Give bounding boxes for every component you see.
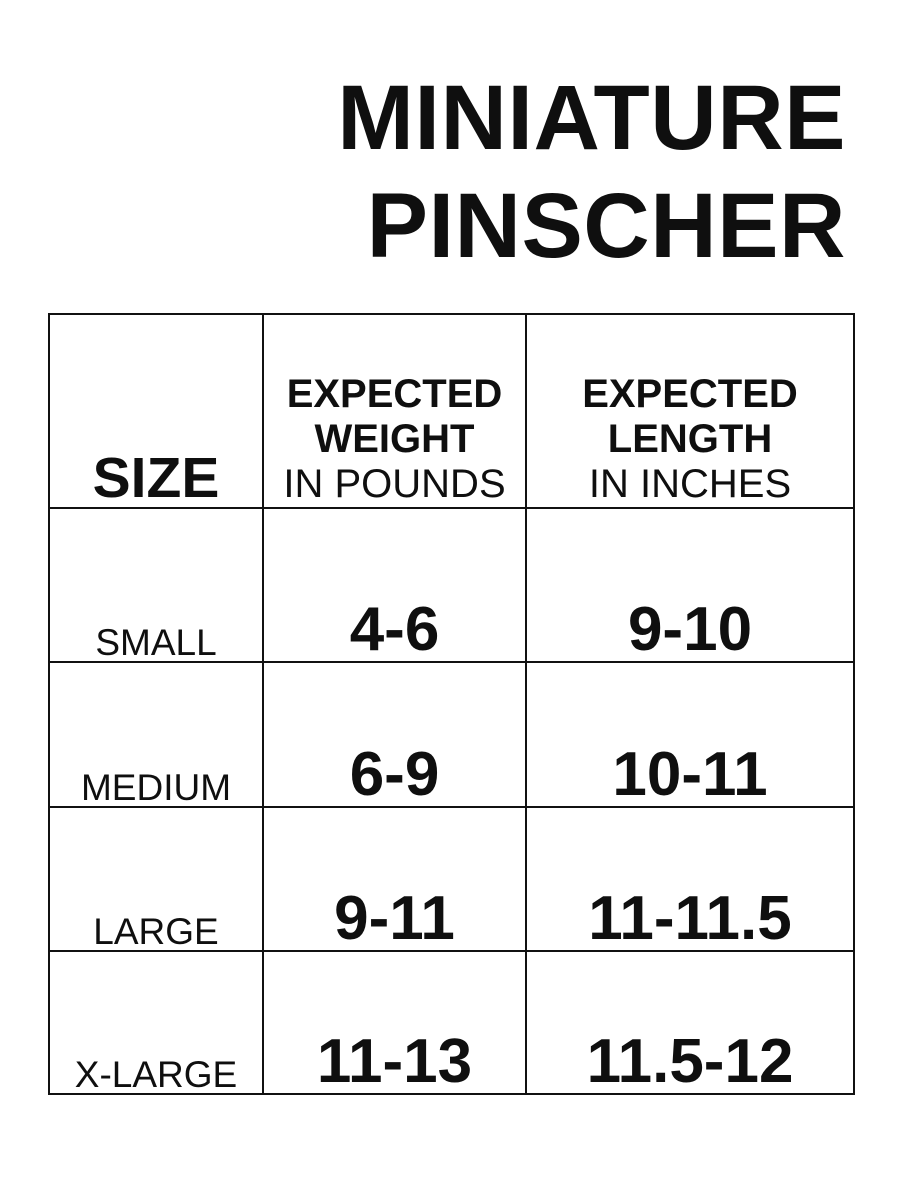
weight-header-line2: WEIGHT xyxy=(314,417,475,461)
size-label: LARGE xyxy=(48,806,264,952)
weight-value: 9-11 xyxy=(262,806,527,952)
weight-header-unit: IN POUNDS xyxy=(283,462,506,506)
weight-value: 11-13 xyxy=(262,950,527,1095)
table-row-small: SMALL 4-6 9-10 xyxy=(48,507,855,663)
header-cell-weight: EXPECTED WEIGHT IN POUNDS xyxy=(262,313,527,509)
table-row-large: LARGE 9-11 11-11.5 xyxy=(48,806,855,952)
length-value: 11.5-12 xyxy=(525,950,855,1095)
page-title: MINIATURE PINSCHER xyxy=(337,64,846,280)
size-label: SMALL xyxy=(48,507,264,663)
table-header-row: SIZE EXPECTED WEIGHT IN POUNDS EXPECTED … xyxy=(48,313,855,509)
weight-value: 6-9 xyxy=(262,661,527,808)
length-header-unit: IN INCHES xyxy=(588,462,792,506)
size-label: MEDIUM xyxy=(48,661,264,808)
size-table: SIZE EXPECTED WEIGHT IN POUNDS EXPECTED … xyxy=(48,313,855,1095)
weight-value: 4-6 xyxy=(262,507,527,663)
length-header-line1: EXPECTED xyxy=(582,372,798,416)
size-column-label: SIZE xyxy=(92,446,220,508)
length-value: 9-10 xyxy=(525,507,855,663)
weight-header-line1: EXPECTED xyxy=(286,372,503,416)
page-title-line1: MINIATURE xyxy=(337,67,846,169)
header-cell-size: SIZE xyxy=(48,313,264,509)
table-row-xlarge: X-LARGE 11-13 11.5-12 xyxy=(48,950,855,1095)
length-header-line2: LENGTH xyxy=(607,417,773,461)
size-label: X-LARGE xyxy=(48,950,264,1095)
page-title-line2: PINSCHER xyxy=(366,175,846,277)
header-cell-length: EXPECTED LENGTH IN INCHES xyxy=(525,313,855,509)
table-row-medium: MEDIUM 6-9 10-11 xyxy=(48,661,855,808)
length-value: 11-11.5 xyxy=(525,806,855,952)
length-value: 10-11 xyxy=(525,661,855,808)
